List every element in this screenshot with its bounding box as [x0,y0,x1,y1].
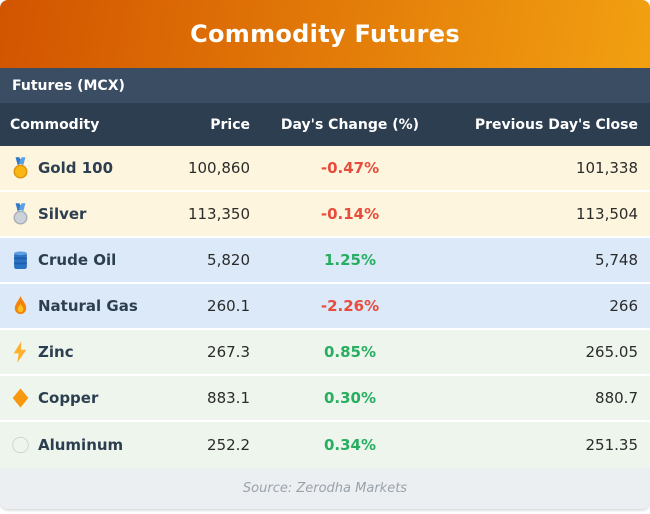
page-title: Commodity Futures [190,20,460,48]
table-row: Copper 883.1 0.30% 880.7 [0,376,650,422]
silver-medal-icon [10,202,30,226]
table-row: Silver 113,350 -0.14% 113,504 [0,192,650,238]
source-note: Source: Zerodha Markets [0,468,650,509]
price-value: 100,860 [187,159,250,177]
commodity-name: Silver [38,205,87,223]
price-value: 260.1 [207,297,250,315]
commodity-name: Natural Gas [38,297,138,315]
section-label-futures-mcx: Futures (MCX) [0,68,650,103]
fire-icon [10,294,30,318]
prev-close-value: 101,338 [575,159,638,177]
card-header: Commodity Futures [0,0,650,68]
commodity-name: Gold 100 [38,159,114,177]
commodity-name: Zinc [38,343,74,361]
table-row: Aluminum 252.2 0.34% 251.35 [0,422,650,468]
price-value: 5,820 [207,251,250,269]
oil-drum-icon [10,248,30,272]
change-value: -0.14% [320,205,380,223]
change-value: -0.47% [320,159,380,177]
prev-close-value: 5,748 [595,251,638,269]
change-value: 0.34% [323,436,377,454]
column-header-price: Price [210,116,250,133]
price-value: 267.3 [207,343,250,361]
price-value: 113,350 [187,205,250,223]
change-value: -2.26% [320,297,380,315]
change-value: 1.25% [323,251,377,269]
change-value: 0.85% [323,343,377,361]
gold-medal-icon [10,156,30,180]
table-row: Crude Oil 5,820 1.25% 5,748 [0,238,650,284]
table-body: Gold 100 100,860 -0.47% 101,338 Silver 1… [0,146,650,468]
prev-close-value: 113,504 [575,205,638,223]
price-value: 883.1 [207,389,250,407]
change-value: 0.30% [323,389,377,407]
prev-close-value: 251.35 [585,436,639,454]
column-header-commodity: Commodity [10,116,100,133]
price-value: 252.2 [207,436,250,454]
column-header-prev-close: Previous Day's Close [474,116,638,133]
table-row: Zinc 267.3 0.85% 265.05 [0,330,650,376]
prev-close-value: 880.7 [595,389,638,407]
diamond-icon [10,386,30,410]
prev-close-value: 266 [609,297,638,315]
table-row: Natural Gas 260.1 -2.26% 266 [0,284,650,330]
commodity-name: Aluminum [38,436,124,454]
prev-close-value: 265.05 [585,343,639,361]
commodity-name: Copper [38,389,99,407]
lightning-icon [10,340,30,364]
table-header-row: Commodity Price Day's Change (%) Previou… [0,103,650,146]
column-header-change: Day's Change (%) [280,116,420,133]
table-row: Gold 100 100,860 -0.47% 101,338 [0,146,650,192]
commodity-name: Crude Oil [38,251,117,269]
sphere-icon [10,433,30,457]
